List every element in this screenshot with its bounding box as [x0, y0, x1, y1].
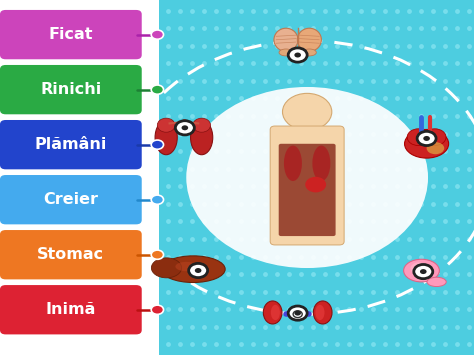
Ellipse shape [193, 118, 210, 132]
Circle shape [288, 306, 307, 320]
Circle shape [195, 268, 201, 273]
Circle shape [294, 53, 301, 58]
Text: Ficat: Ficat [49, 27, 93, 42]
Text: Stomac: Stomac [37, 247, 104, 262]
Circle shape [305, 177, 326, 192]
Circle shape [186, 87, 428, 268]
Circle shape [288, 48, 307, 62]
Ellipse shape [157, 118, 175, 132]
Ellipse shape [264, 301, 282, 324]
FancyBboxPatch shape [279, 144, 336, 236]
Circle shape [407, 129, 429, 146]
FancyBboxPatch shape [159, 0, 474, 355]
Circle shape [410, 262, 427, 275]
Ellipse shape [312, 146, 330, 181]
Ellipse shape [284, 146, 302, 181]
Circle shape [175, 121, 194, 135]
FancyBboxPatch shape [299, 112, 316, 133]
FancyBboxPatch shape [270, 126, 344, 245]
Circle shape [424, 129, 446, 146]
Ellipse shape [175, 262, 197, 271]
Circle shape [423, 136, 430, 141]
Ellipse shape [315, 305, 325, 320]
Circle shape [182, 125, 188, 130]
Text: Creier: Creier [43, 192, 99, 207]
Circle shape [293, 311, 302, 318]
Circle shape [151, 140, 164, 149]
Text: Inimă: Inimă [46, 302, 96, 317]
Circle shape [414, 264, 433, 279]
Circle shape [151, 85, 164, 94]
FancyBboxPatch shape [0, 10, 142, 59]
Ellipse shape [151, 258, 182, 278]
Circle shape [151, 195, 164, 204]
FancyBboxPatch shape [0, 285, 142, 334]
Ellipse shape [302, 49, 316, 56]
Circle shape [189, 263, 208, 278]
Circle shape [417, 131, 436, 146]
Ellipse shape [313, 301, 332, 324]
Ellipse shape [271, 305, 280, 320]
Ellipse shape [404, 130, 448, 158]
Circle shape [151, 250, 164, 259]
FancyBboxPatch shape [0, 120, 142, 169]
FancyBboxPatch shape [0, 65, 142, 114]
Circle shape [151, 30, 164, 39]
Text: Rinichi: Rinichi [40, 82, 101, 97]
Circle shape [283, 93, 332, 130]
FancyBboxPatch shape [0, 230, 142, 279]
Ellipse shape [191, 120, 213, 155]
Ellipse shape [427, 277, 446, 286]
Circle shape [151, 305, 164, 315]
Ellipse shape [403, 259, 439, 282]
Ellipse shape [274, 28, 298, 51]
FancyBboxPatch shape [0, 175, 142, 224]
Text: Plămâni: Plămâni [35, 137, 107, 152]
Ellipse shape [279, 49, 293, 56]
Ellipse shape [427, 142, 444, 154]
Ellipse shape [161, 256, 225, 283]
Circle shape [294, 311, 301, 316]
Ellipse shape [155, 120, 177, 155]
Circle shape [420, 269, 427, 274]
Ellipse shape [297, 28, 321, 51]
